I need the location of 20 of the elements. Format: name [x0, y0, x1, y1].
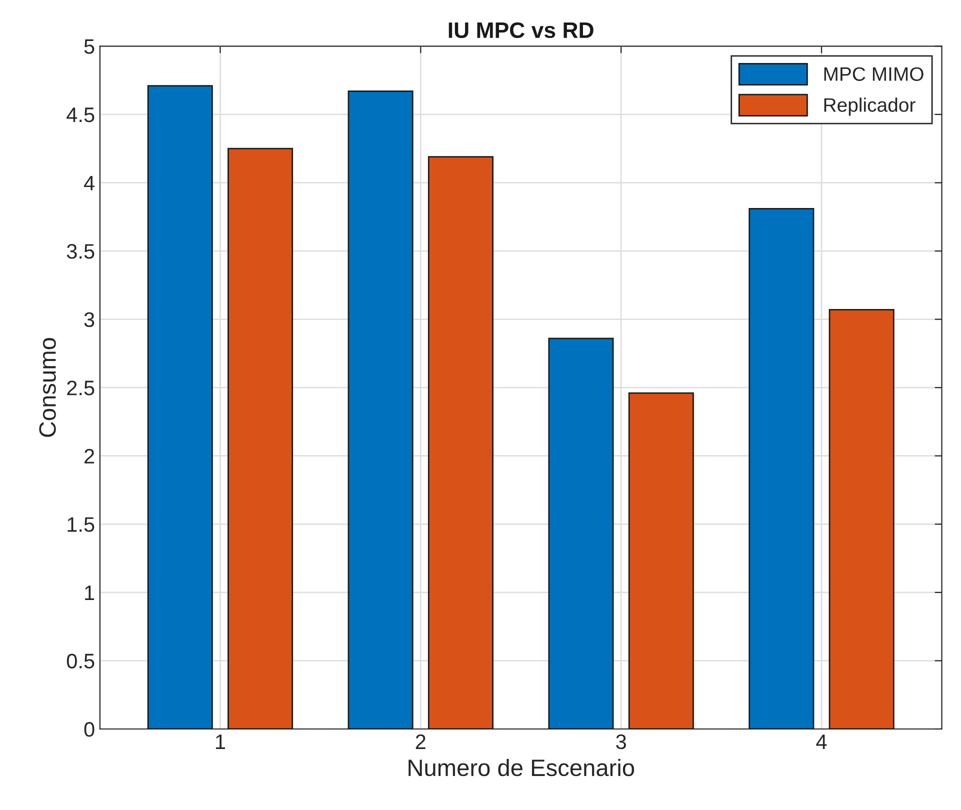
x-tick-label: 4 — [816, 734, 827, 749]
x-tick-label: 3 — [616, 734, 626, 750]
x-tick-label: 2 — [416, 734, 426, 749]
y-tick-label: 3 — [84, 312, 94, 328]
y-tick-label: 0 — [84, 722, 94, 737]
x-tick-label: 1 — [216, 734, 225, 749]
x-axis-title: Numero de Escenario — [408, 758, 634, 776]
y-tick-label: 0.5 — [66, 654, 94, 668]
y-tick-label: 1.5 — [68, 517, 94, 532]
y-tick-label: 3.5 — [66, 244, 94, 259]
y-axis-title: Consumo — [39, 338, 56, 437]
y-tick-label: 4 — [84, 176, 94, 190]
y-tick-label: 2.5 — [67, 380, 94, 396]
legend-label: MPC MIMO — [824, 67, 924, 81]
legend-label: Replicador — [824, 98, 916, 116]
y-tick-label: 4.5 — [66, 108, 94, 122]
y-tick-label: 2 — [84, 448, 94, 464]
chart-title: IU MPC vs RD — [448, 22, 594, 38]
y-tick-label: 5 — [84, 39, 94, 54]
y-tick-label: 1 — [85, 586, 94, 600]
